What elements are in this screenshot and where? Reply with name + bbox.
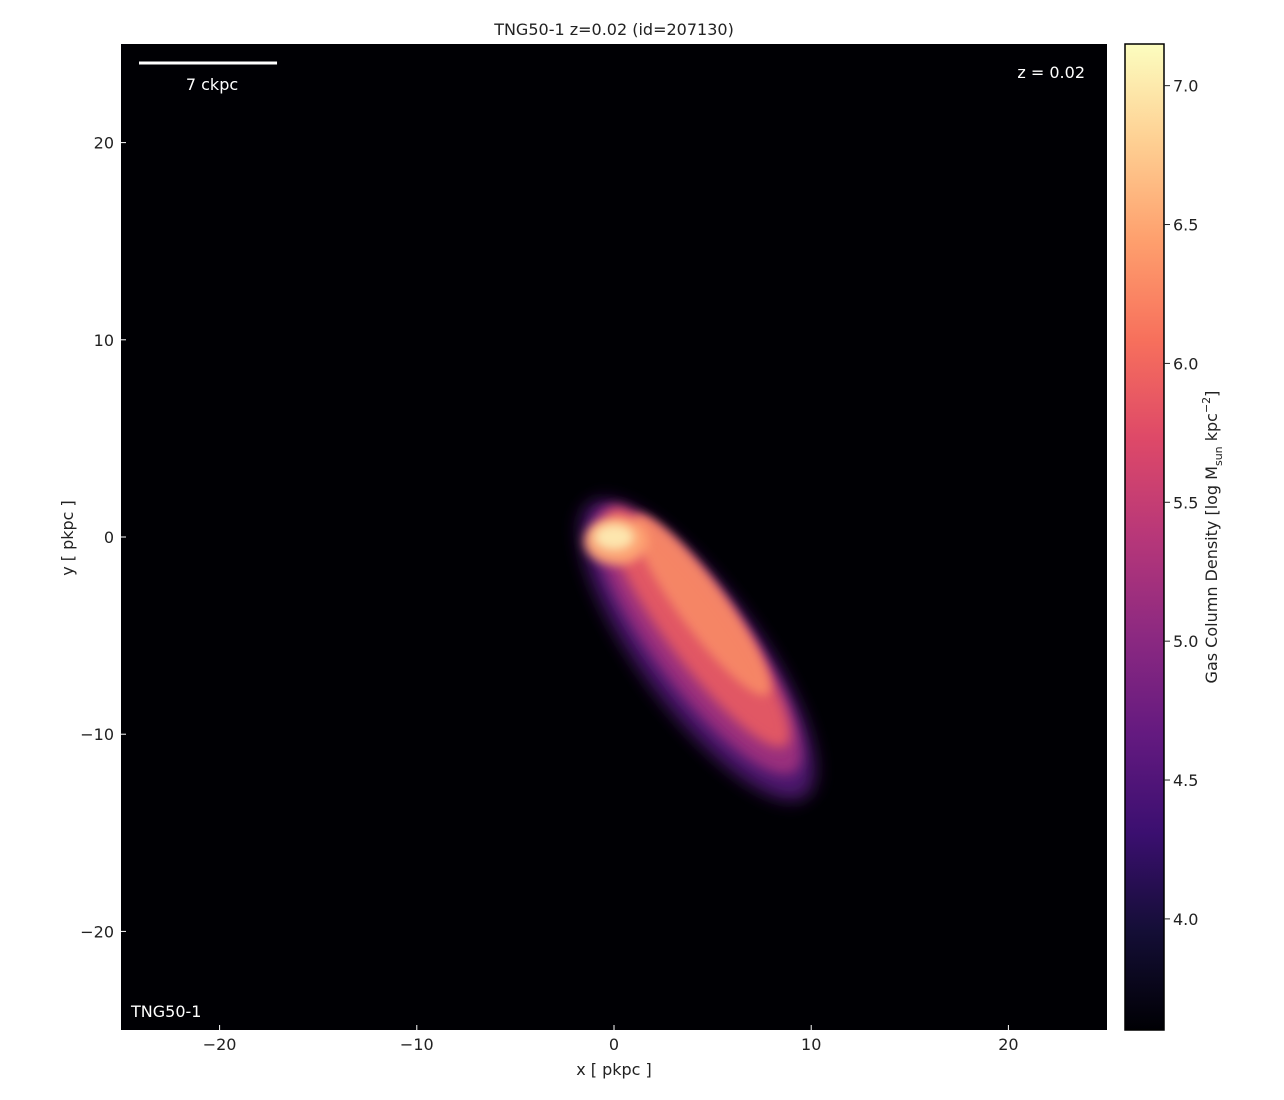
y-tick-label: 20 [94, 134, 114, 153]
colorbar-tick-label: 7.0 [1173, 77, 1198, 96]
y-tick-label: 0 [104, 528, 114, 547]
x-tick-label: −10 [400, 1035, 434, 1054]
y-axis-ticks: 20 10 0 −10 −20 [80, 134, 126, 941]
y-tick-label: −20 [80, 922, 114, 941]
colorbar-tick-label: 4.0 [1173, 910, 1198, 929]
colorbar-tick-label: 6.5 [1173, 216, 1198, 235]
gas-layer-ridge [632, 514, 771, 696]
simulation-label: TNG50-1 [130, 1002, 201, 1021]
gas-density-map [580, 500, 816, 800]
redshift-label: z = 0.02 [1017, 63, 1085, 82]
x-tick-label: −20 [203, 1035, 237, 1054]
x-tick-label: 0 [609, 1035, 619, 1054]
colorbar-ticks: 4.0 4.5 5.0 5.5 6.0 6.5 7.0 [1164, 77, 1198, 929]
colorbar-tick-label: 6.0 [1173, 354, 1198, 373]
colorbar-tick-label: 4.5 [1173, 771, 1198, 790]
colorbar [1124, 43, 1165, 1031]
y-tick-label: −10 [80, 725, 114, 744]
y-axis-label: y [ pkpc ] [58, 500, 77, 576]
gas-core-peak [594, 524, 634, 550]
colorbar-tick-label: 5.5 [1173, 493, 1198, 512]
chart-title: TNG50-1 z=0.02 (id=207130) [493, 20, 734, 39]
x-axis-ticks: −20 −10 0 10 20 [203, 1025, 1019, 1054]
colorbar-label: Gas Column Density [log Msun kpc−2] [1200, 391, 1225, 684]
x-tick-label: 20 [998, 1035, 1018, 1054]
colorbar-tick-label: 5.0 [1173, 632, 1198, 651]
x-axis-label: x [ pkpc ] [576, 1060, 652, 1079]
x-tick-label: 10 [801, 1035, 821, 1054]
y-tick-label: 10 [94, 331, 114, 350]
scalebar-label: 7 ckpc [186, 75, 238, 94]
